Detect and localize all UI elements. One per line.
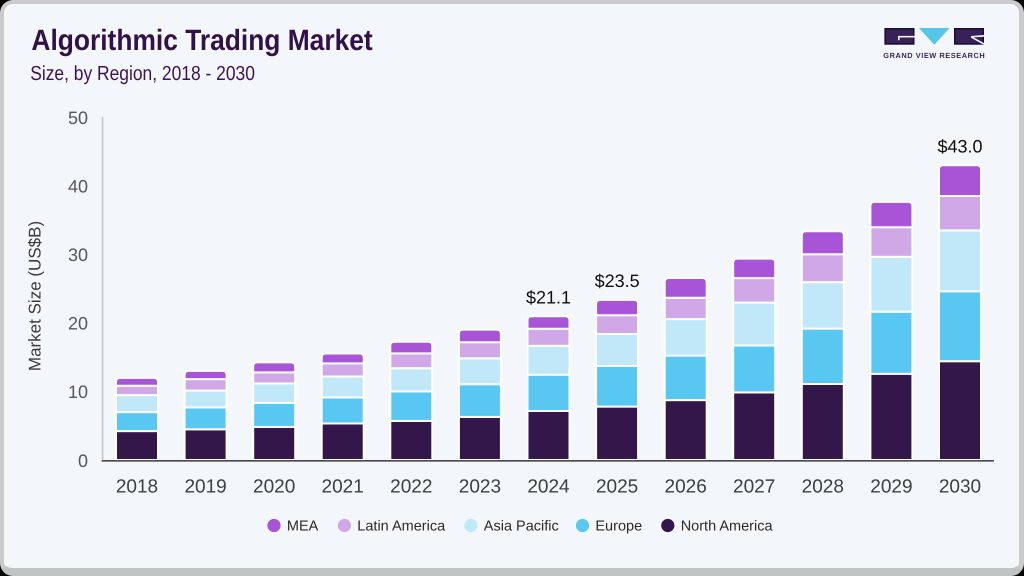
svg-text:2019: 2019 [184,476,226,497]
svg-text:2026: 2026 [665,476,707,497]
svg-text:20: 20 [68,314,88,334]
svg-text:2020: 2020 [253,476,295,497]
svg-text:Asia Pacific: Asia Pacific [484,519,559,535]
svg-text:2025: 2025 [596,476,638,497]
svg-text:50: 50 [68,108,88,128]
svg-text:2024: 2024 [527,476,570,497]
svg-text:$23.5: $23.5 [595,271,640,291]
svg-text:Europe: Europe [595,519,642,535]
svg-text:2021: 2021 [322,476,364,497]
svg-text:0: 0 [78,451,88,471]
svg-text:GRAND VIEW RESEARCH: GRAND VIEW RESEARCH [883,51,985,60]
svg-text:2029: 2029 [870,476,912,497]
svg-text:MEA: MEA [287,519,319,535]
svg-text:40: 40 [68,177,88,197]
svg-text:North America: North America [681,519,774,535]
svg-text:2023: 2023 [459,476,501,497]
svg-text:2030: 2030 [939,476,981,497]
svg-text:2028: 2028 [802,476,844,497]
svg-text:$43.0: $43.0 [937,137,982,157]
svg-text:30: 30 [68,245,88,265]
svg-text:Size, by Region, 2018 - 2030: Size, by Region, 2018 - 2030 [30,63,255,85]
svg-text:Latin America: Latin America [357,519,446,535]
svg-text:Market Size (US$B): Market Size (US$B) [26,221,45,371]
svg-text:$21.1: $21.1 [526,288,571,308]
svg-text:Algorithmic Trading Market: Algorithmic Trading Market [31,24,372,57]
svg-text:2022: 2022 [390,476,432,497]
svg-text:2018: 2018 [116,476,158,497]
svg-text:2027: 2027 [733,476,775,497]
svg-text:10: 10 [68,382,88,402]
